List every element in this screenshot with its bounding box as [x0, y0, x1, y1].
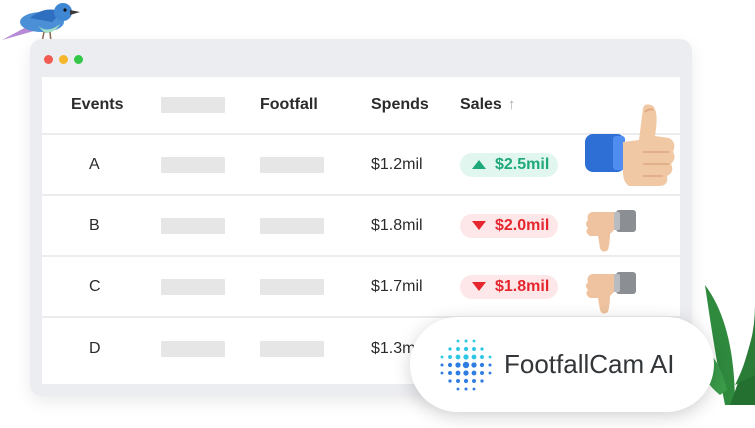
placeholder-cell [161, 156, 225, 173]
sales-value: $1.8mil [495, 277, 550, 295]
brand-name: FootfallCam AI [504, 349, 675, 379]
bird-illustration [2, 3, 80, 43]
sales-value: $2.5mil [495, 155, 550, 173]
logo-dot [480, 347, 484, 351]
sales-cell: $2.0mil [460, 213, 559, 238]
logo-dot [455, 370, 461, 376]
event-cell: B [89, 216, 100, 234]
logo-dot [471, 354, 477, 360]
triangle-up-icon [472, 160, 486, 169]
event-cell: A [89, 155, 100, 173]
column-header-spends[interactable]: Spends [371, 96, 429, 113]
logo-dot [488, 371, 492, 375]
logo-dot [462, 361, 470, 369]
arrow-up-icon[interactable]: ↑ [507, 96, 516, 113]
logo-dot [447, 362, 453, 368]
logo-dot [448, 379, 452, 383]
column-header-sales[interactable]: Sales ↑ [460, 96, 515, 114]
logo-dot [440, 363, 444, 367]
logo-dot [456, 347, 460, 351]
footfallcam-logo-icon [440, 339, 492, 391]
triangle-down-icon [472, 282, 486, 291]
column-header-sales-label: Sales [460, 96, 502, 113]
logo-dot [440, 371, 444, 375]
sales-down-badge: $1.8mil [460, 274, 559, 299]
column-header-footfall[interactable]: Footfall [260, 96, 318, 113]
logo-dot [455, 354, 461, 360]
logo-dot [472, 379, 476, 383]
logo-dot [456, 379, 460, 383]
logo-dot [488, 363, 492, 367]
logo-dot [448, 371, 452, 375]
logo-dot [472, 347, 476, 351]
thumbs-down-icon [586, 210, 636, 252]
column-header-placeholder [161, 97, 225, 113]
event-cell: C [89, 277, 101, 295]
thumbs-up-icon [585, 104, 675, 186]
table-header-row: Events Footfall Spends Sales ↑ [42, 77, 680, 135]
placeholder-cell [161, 278, 225, 295]
spends-cell: $1.3mil [371, 339, 423, 357]
logo-dot [448, 347, 452, 351]
logo-dot [472, 387, 476, 391]
spends-cell: $1.7mil [371, 277, 423, 295]
close-window-button[interactable] [44, 55, 53, 64]
logo-dot [440, 355, 444, 359]
brand-badge: FootfallCam AI [410, 317, 714, 412]
logo-dot [480, 371, 484, 375]
thumbs-down-icon [586, 272, 636, 314]
sales-up-badge: $2.5mil [460, 152, 559, 177]
footfall-placeholder-cell [260, 278, 324, 295]
logo-dot [463, 378, 469, 384]
event-cell: D [89, 339, 101, 357]
logo-dot [463, 354, 469, 360]
logo-dot [455, 362, 461, 368]
sales-value: $2.0mil [495, 216, 550, 234]
logo-dot [471, 362, 477, 368]
placeholder-cell [161, 340, 225, 357]
maximize-window-button[interactable] [74, 55, 83, 64]
window-controls [44, 55, 83, 64]
column-header-events[interactable]: Events [71, 96, 124, 113]
spends-cell: $1.2mil [371, 155, 423, 173]
sales-cell: $1.8mil [460, 274, 559, 299]
footfall-placeholder-cell [260, 340, 324, 357]
logo-dot [448, 355, 452, 359]
placeholder-cell [161, 217, 225, 234]
logo-dot [480, 379, 484, 383]
sales-down-badge: $2.0mil [460, 213, 559, 238]
footfall-placeholder-cell [260, 217, 324, 234]
table-row: A $1.2mil $2.5mil [42, 135, 680, 196]
sales-cell: $2.5mil [460, 152, 559, 177]
logo-dot [463, 346, 469, 352]
logo-dot [488, 355, 492, 359]
spends-cell: $1.8mil [371, 216, 423, 234]
logo-dot [479, 362, 485, 368]
logo-dot [464, 387, 468, 391]
table-row: C $1.7mil $1.8mil [42, 257, 680, 318]
table-row: B $1.8mil $2.0mil [42, 196, 680, 257]
logo-dot [472, 339, 476, 343]
triangle-down-icon [472, 221, 486, 230]
logo-dot [463, 370, 469, 376]
minimize-window-button[interactable] [59, 55, 68, 64]
logo-dot [471, 370, 477, 376]
logo-dot [456, 387, 460, 391]
logo-dot [456, 339, 460, 343]
logo-dot [480, 355, 484, 359]
table-row: D $1.3mil [42, 318, 680, 379]
logo-dot [464, 339, 468, 343]
footfall-placeholder-cell [260, 156, 324, 173]
